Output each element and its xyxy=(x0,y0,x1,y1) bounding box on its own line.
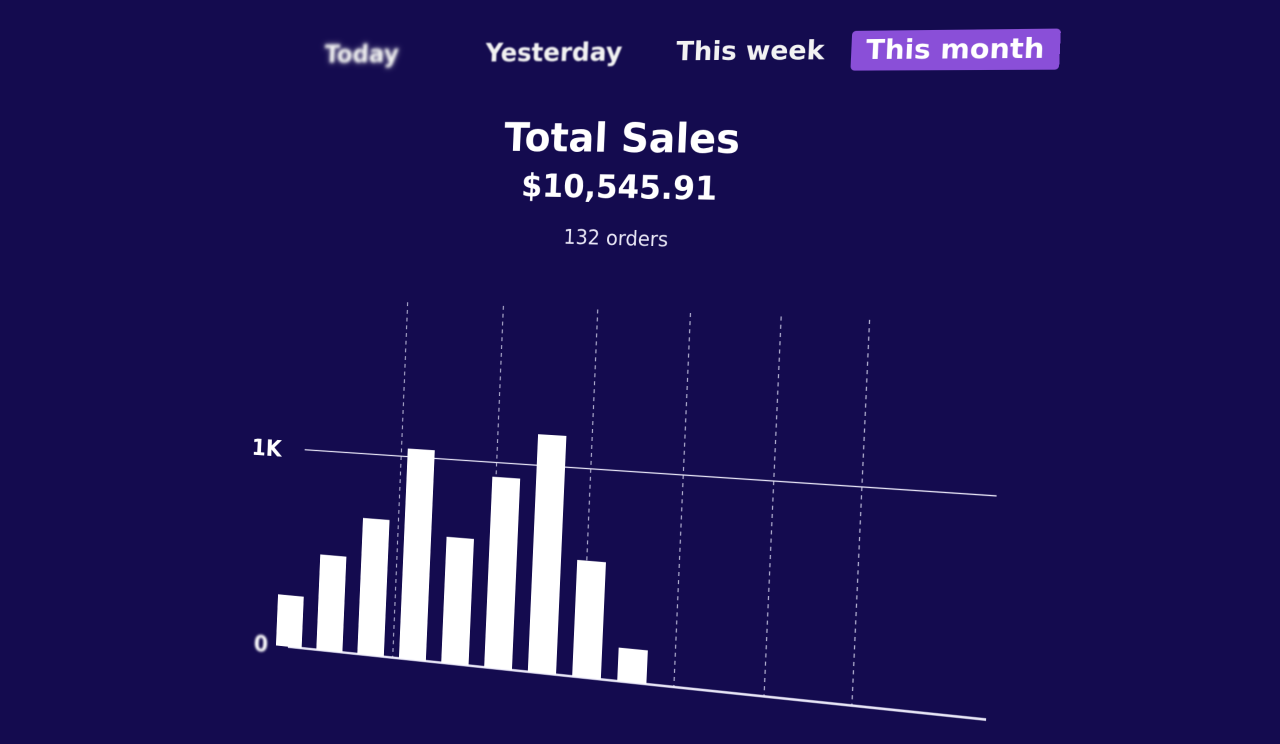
sales-summary: Total Sales $10,545.91 132 orders xyxy=(245,115,1048,262)
tab-yesterday[interactable]: Yesterday xyxy=(484,37,623,69)
sales-panel: Today Yesterday This week This month Tot… xyxy=(228,14,1062,744)
total-sales-amount: $10,545.91 xyxy=(520,166,719,208)
bar-9 xyxy=(617,647,648,685)
stage: Today Yesterday This week This month Tot… xyxy=(251,28,1062,720)
bar-3 xyxy=(357,517,390,657)
vertical-grid-line-5 xyxy=(764,316,781,696)
vertical-grid-line-6 xyxy=(852,320,870,706)
bar-2 xyxy=(316,554,347,653)
orders-count: 132 orders xyxy=(563,224,669,252)
vertical-grid-line-4 xyxy=(674,313,691,687)
bar-8 xyxy=(572,559,606,680)
y-tick-label-1k: 1K xyxy=(251,434,284,463)
tab-this-week[interactable]: This week xyxy=(675,35,826,68)
bar-7 xyxy=(527,434,567,675)
period-tabs: Today Yesterday This week This month xyxy=(252,14,1062,81)
bar-1 xyxy=(275,594,304,649)
bar-5 xyxy=(441,536,474,666)
page-title: Total Sales xyxy=(503,115,742,164)
tab-this-month[interactable]: This month xyxy=(850,28,1062,71)
bar-4 xyxy=(398,448,435,662)
tab-today[interactable]: Today xyxy=(323,39,400,70)
sales-bar-chart: 0 1K xyxy=(251,287,1039,744)
y-tick-label-0: 0 xyxy=(253,630,268,658)
bar-6 xyxy=(484,476,521,671)
